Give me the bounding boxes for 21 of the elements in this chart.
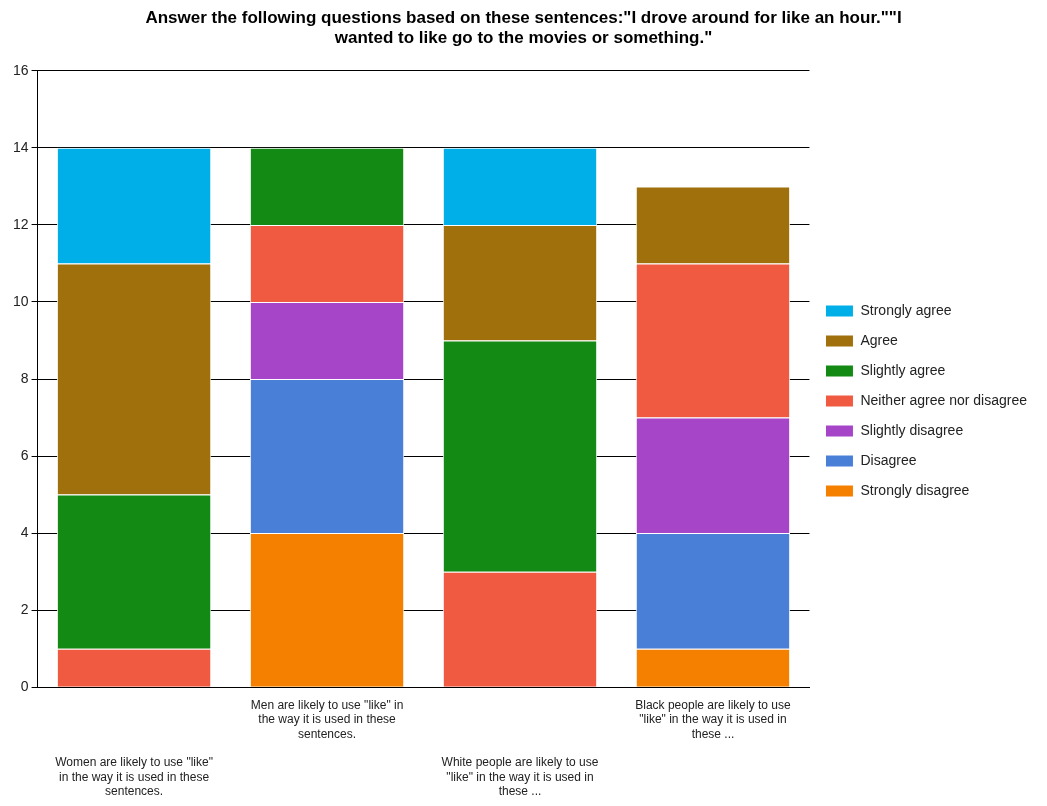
y-tick-label: 0 <box>20 678 29 695</box>
legend-label: Slightly agree <box>860 361 946 378</box>
y-tick-label: 10 <box>12 292 29 309</box>
y-tick-label: 8 <box>20 369 29 386</box>
x-tick-label: Men are likely to use "like" in the way it is used in these sentences. <box>250 697 404 741</box>
legend-label: Strongly disagree <box>860 481 970 498</box>
y-tick-label: 12 <box>12 215 29 232</box>
chart-title: Answer the following questions based on these sentences:"I drove around for like an hour.""I wanted to like go to the movies or something." <box>145 7 902 48</box>
y-tick-label: 14 <box>12 138 29 155</box>
y-tick-label: 4 <box>20 523 29 540</box>
x-tick-label: Women are likely to use "like" in the way it is used in these sentences. <box>55 755 213 799</box>
y-tick-label: 6 <box>20 446 29 463</box>
y-tick-label: 16 <box>12 61 29 78</box>
legend-label: Slightly disagree <box>860 421 964 438</box>
legend-label: Disagree <box>860 451 917 468</box>
legend-label: Agree <box>860 331 899 348</box>
y-tick-label: 2 <box>20 601 29 618</box>
x-tick-label: Black people are likely to use "like" in the way it is used in these ... <box>635 697 792 741</box>
x-tick-label: White people are likely to use "like" in the way it is used in these ... <box>441 755 599 799</box>
legend-label: Neither agree nor disagree <box>860 391 1028 408</box>
legend-label: Strongly agree <box>860 301 952 318</box>
